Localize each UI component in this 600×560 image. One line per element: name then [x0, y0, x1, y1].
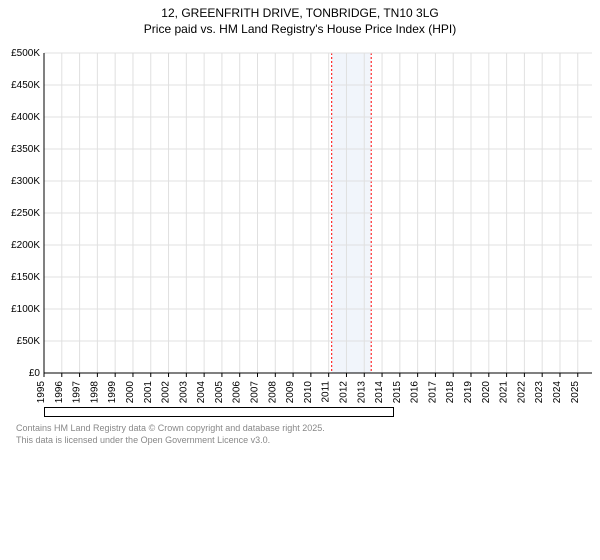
y-tick-label: £250K — [11, 208, 40, 219]
y-tick-label: £450K — [11, 80, 40, 91]
x-tick-label: 2025 — [570, 381, 581, 403]
y-tick-label: £50K — [17, 336, 41, 347]
footnote-line2: This data is licensed under the Open Gov… — [16, 435, 600, 447]
x-tick-label: 2006 — [232, 381, 243, 403]
title-line1: 12, GREENFRITH DRIVE, TONBRIDGE, TN10 3L… — [0, 6, 600, 22]
y-tick-label: £300K — [11, 176, 40, 187]
chart-title: 12, GREENFRITH DRIVE, TONBRIDGE, TN10 3L… — [0, 0, 600, 37]
x-tick-label: 2020 — [481, 381, 492, 403]
x-tick-label: 2012 — [338, 381, 349, 403]
x-tick-label: 2013 — [356, 381, 367, 403]
x-tick-label: 2002 — [161, 381, 172, 403]
y-tick-label: £100K — [11, 304, 40, 315]
legend — [44, 407, 394, 417]
footnote: Contains HM Land Registry data © Crown c… — [16, 423, 600, 446]
x-tick-label: 1998 — [89, 381, 100, 403]
x-tick-label: 2016 — [410, 381, 421, 403]
x-tick-label: 2024 — [552, 381, 563, 403]
x-tick-label: 2021 — [499, 381, 510, 403]
x-tick-label: 2004 — [196, 381, 207, 403]
x-tick-label: 2010 — [303, 381, 314, 403]
title-line2: Price paid vs. HM Land Registry's House … — [0, 22, 600, 38]
x-tick-label: 1997 — [72, 381, 83, 403]
y-tick-label: £350K — [11, 144, 40, 155]
x-tick-label: 2007 — [250, 381, 261, 403]
x-tick-label: 2017 — [427, 381, 438, 403]
y-tick-label: £400K — [11, 112, 40, 123]
x-tick-label: 2000 — [125, 381, 136, 403]
x-tick-label: 2018 — [445, 381, 456, 403]
y-tick-label: £500K — [11, 48, 40, 59]
x-tick-label: 2003 — [178, 381, 189, 403]
x-tick-label: 2008 — [267, 381, 278, 403]
x-tick-label: 2001 — [143, 381, 154, 403]
chart-area: £0 £50K £100K £150K £200K £250K £300K £350K £400… — [0, 43, 600, 403]
x-tick-label: 1995 — [36, 381, 47, 403]
chart-svg: £0 £50K £100K £150K £200K £250K £300K £350K £400… — [0, 43, 600, 403]
x-tick-label: 2023 — [534, 381, 545, 403]
y-tick-label: £200K — [11, 240, 40, 251]
footnote-line1: Contains HM Land Registry data © Crown c… — [16, 423, 600, 435]
x-tick-label: 2019 — [463, 381, 474, 403]
x-tick-label: 1999 — [107, 381, 118, 403]
y-tick-label: £150K — [11, 272, 40, 283]
x-tick-label: 2009 — [285, 381, 296, 403]
x-tick-label: 2015 — [392, 381, 403, 403]
x-tick-label: 2022 — [516, 381, 527, 403]
y-tick-label: £0 — [29, 368, 41, 379]
x-tick-label: 1996 — [54, 381, 65, 403]
x-tick-label: 2014 — [374, 381, 385, 403]
x-tick-label: 2011 — [321, 381, 332, 403]
x-tick-label: 2005 — [214, 381, 225, 403]
